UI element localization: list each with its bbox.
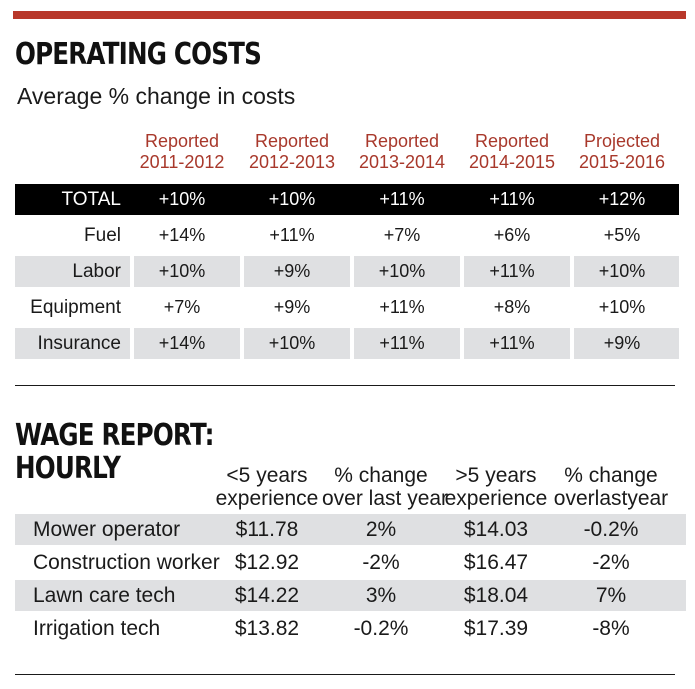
table-cell: $14.03 [463,518,529,541]
table-row: Equipment +7% +9% +11% +8% +10% [15,292,679,323]
table-cell: +11% [489,261,535,281]
table-row: Mower operator $11.78 2% $14.03 -0.2% [15,514,686,545]
costs-column-header: Projected 2015-2016 [578,131,666,172]
column-divider [570,328,574,359]
column-divider [350,328,354,359]
row-label: Mower operator [33,518,181,541]
table-row: Labor +10% +9% +10% +11% +10% [15,256,679,287]
table-cell: -0.2% [353,617,409,640]
row-label: Equipment [30,297,121,318]
operating-costs-subtitle: Average % change in costs [17,83,296,109]
table-cell: +10% [268,333,316,353]
table-cell: +8% [493,297,531,317]
row-label: TOTAL [61,189,121,210]
table-cell: +10% [158,189,206,209]
column-divider [240,256,244,287]
table-cell: $16.47 [463,551,529,574]
table-cell: +11% [489,189,535,209]
table-cell: 2% [365,518,397,541]
table-cell: 7% [595,584,627,607]
table-cell: $14.22 [234,584,300,607]
wage-column-header: >5 years experience [444,464,548,510]
table-cell: $13.82 [234,617,300,640]
table-cell: +10% [598,297,646,317]
table-cell: +11% [379,189,425,209]
wage-column-header: <5 years experience [215,464,319,510]
table-cell: $12.92 [234,551,300,574]
table-cell: +10% [598,261,646,281]
table-cell: +7% [383,225,421,245]
table-cell: +14% [158,225,206,245]
table-cell: +6% [493,225,531,245]
column-divider [350,256,354,287]
costs-column-header: Reported 2014-2015 [468,131,556,172]
row-label: Labor [72,261,121,282]
row-label: Lawn care tech [33,584,176,607]
column-divider [460,328,464,359]
table-cell: +11% [269,225,315,245]
costs-column-header: Reported 2011-2012 [139,131,225,172]
table-cell: +9% [273,297,311,317]
table-row: Insurance +14% +10% +11% +11% +9% [15,328,679,359]
wage-report-subtitle: HOURLY [15,451,121,486]
table-cell: -2% [592,551,630,574]
table-row: Irrigation tech $13.82 -0.2% $17.39 -8% [15,613,686,644]
table-cell: +14% [158,333,206,353]
bottom-divider [15,674,675,675]
table-cell: +7% [163,297,201,317]
wage-column-header: % change over last year [322,464,449,510]
table-row: Construction worker $12.92 -2% $16.47 -2… [15,547,686,578]
table-cell: +10% [268,189,316,209]
row-label: Fuel [84,225,121,246]
column-divider [130,328,134,359]
column-divider [460,256,464,287]
table-cell: -2% [362,551,400,574]
table-cell: $17.39 [463,617,529,640]
costs-total-row: TOTAL +10% +10% +11% +11% +12% [15,184,679,215]
table-cell: $11.78 [235,518,299,541]
column-divider [570,256,574,287]
table-row: Fuel +14% +11% +7% +6% +5% [15,220,679,251]
table-cell: +11% [379,333,425,353]
table-cell: +11% [379,297,425,317]
table-row: Lawn care tech $14.22 3% $18.04 7% [15,580,686,611]
section-divider [15,385,675,386]
costs-column-header: Reported 2012-2013 [248,131,336,172]
table-cell: +10% [158,261,206,281]
wage-report-title: WAGE REPORT: [15,418,214,453]
table-cell: 3% [365,584,397,607]
table-cell: +10% [378,261,426,281]
row-label: Irrigation tech [33,617,161,640]
table-cell: +11% [489,333,535,353]
costs-column-header: Reported 2013-2014 [358,131,446,172]
wage-column-header: % change overlastyear [553,464,669,510]
row-label: Construction worker [33,551,220,574]
operating-costs-title: OPERATING COSTS [15,37,262,72]
table-cell: -8% [592,617,630,640]
table-cell: +9% [273,261,311,281]
table-cell: $18.04 [463,584,529,607]
table-cell: +5% [603,225,641,245]
table-cell: +9% [603,333,641,353]
table-cell: -0.2% [583,518,639,541]
row-label: Insurance [37,333,121,354]
top-accent-bar [13,11,686,19]
column-divider [130,256,134,287]
table-cell: +12% [598,189,646,209]
column-divider [240,328,244,359]
